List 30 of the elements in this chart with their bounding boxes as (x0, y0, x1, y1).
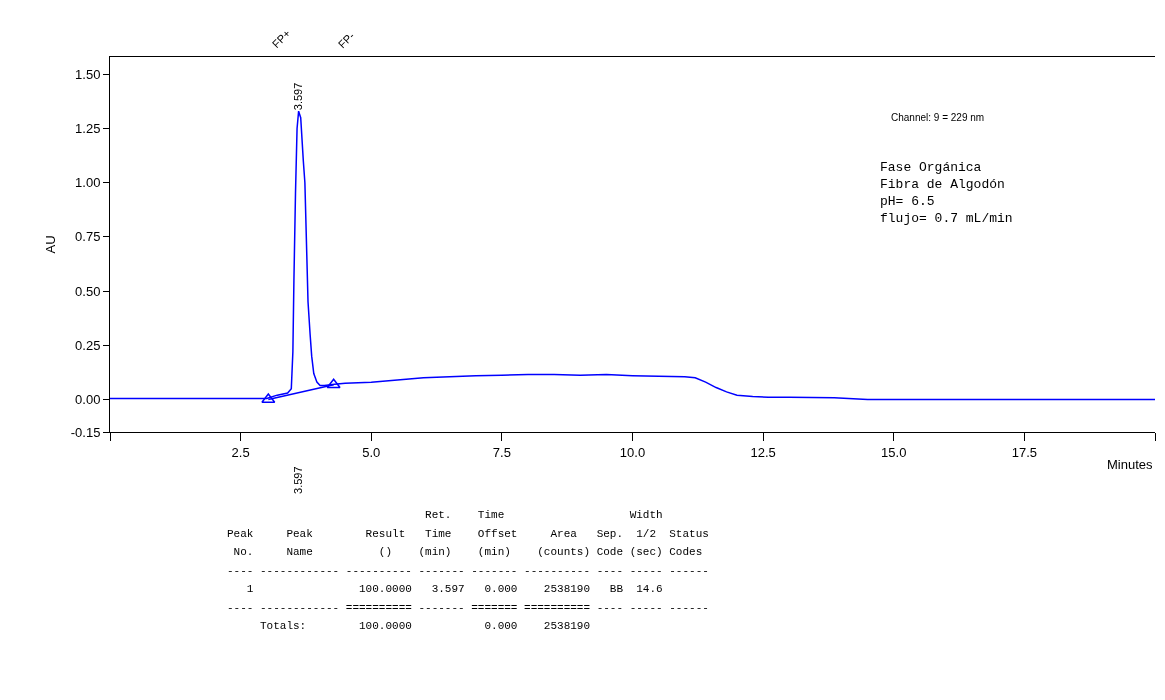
y-tick-label: 1.00 (75, 175, 101, 191)
y-tick-label: -0.15 (70, 424, 101, 440)
text: 1 100.0000 3.597 0.000 2538190 BB 14.6 (227, 583, 663, 595)
text: Totals: 100.0000 0.000 2538190 (227, 620, 591, 632)
y-tick-label: 1.25 (75, 121, 101, 137)
text: FP+ (269, 27, 293, 51)
x-tick-label: 7.5 (492, 444, 511, 460)
annotation: Channel: 9 = 229 nm (891, 112, 985, 123)
text: ---- ------------ ---------- ------- ------- ---------- ---- ----- ------ (227, 565, 709, 577)
text: ---- ------------ ========== ------- ======= ========== ---- ----- ------ (227, 602, 709, 614)
y-tick-label: 0.00 (75, 392, 101, 408)
y-tick-label: 1.50 (75, 66, 101, 82)
x-tick-label: 15.0 (881, 444, 907, 460)
x-tick-label: 12.5 (750, 444, 776, 460)
x-tick-label: 10.0 (619, 444, 646, 460)
x-tick-label: 5.0 (362, 444, 381, 460)
text: FP- (335, 29, 357, 51)
text: Peak Peak Result Time Offset Area Sep. 1/2 Status (227, 528, 709, 540)
text: No. Name () (min) (min) (counts) Code (sec) Codes (227, 546, 703, 558)
text: Ret. Time Width (227, 509, 663, 521)
text: 3.597 (292, 466, 305, 494)
x-tick-label: 17.5 (1011, 444, 1038, 460)
y-axis-title: AU (42, 235, 58, 254)
x-tick-label: 2.5 (231, 444, 250, 460)
y-tick-label: 0.25 (75, 337, 101, 353)
y-tick-label: 0.50 (75, 283, 101, 299)
x-axis-title: Minutes (1107, 457, 1154, 472)
annotation: Fase Orgánica Fibra de Algodón pH= 6.5 flujo= 0.7 mL/min (880, 160, 1013, 226)
annotation: 3.597 (291, 82, 304, 111)
y-tick-label: 0.75 (75, 229, 101, 245)
